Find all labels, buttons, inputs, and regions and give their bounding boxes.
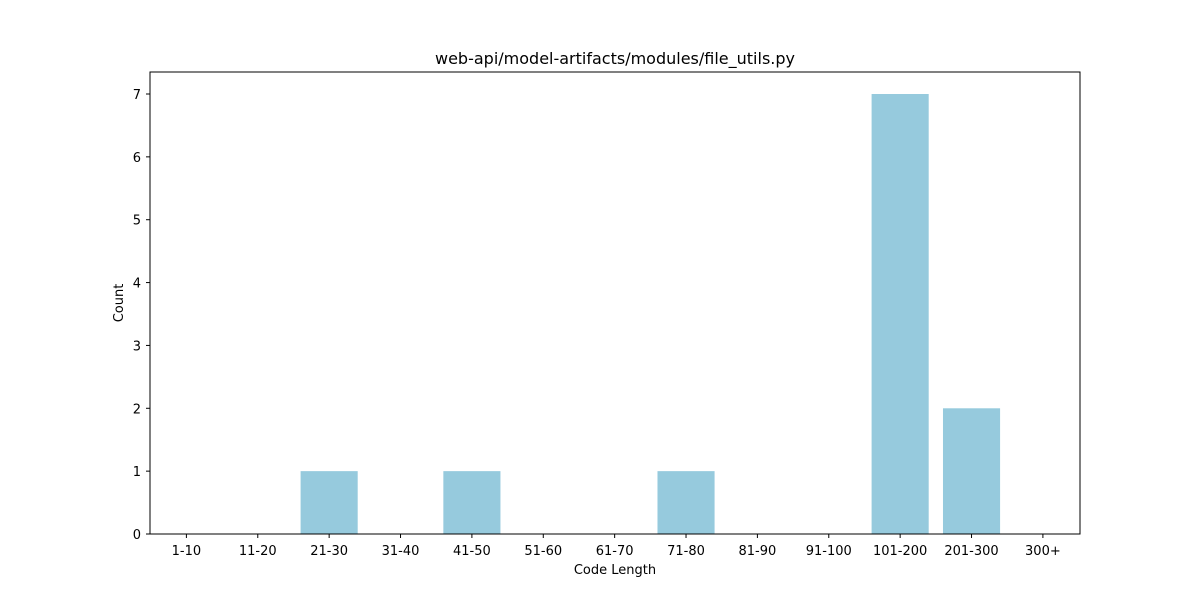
ticks-layer: 1-10 11-20 21-30 31-40 41-50 51-60 61-70 71-80 8…	[133, 88, 1061, 559]
y-tick-label: 1	[133, 465, 141, 480]
bar-41-50	[443, 471, 501, 534]
y-tick-label: 2	[133, 402, 141, 417]
plot-frame	[149, 71, 1081, 535]
x-tick-label: 51-60	[524, 544, 562, 559]
x-tick-label: 31-40	[382, 544, 420, 559]
y-tick-label: 5	[133, 214, 141, 229]
x-tick-label: 41-50	[453, 544, 491, 559]
y-tick-label: 4	[133, 277, 141, 292]
x-axis-label: Code Length	[574, 563, 656, 578]
x-tick-label: 11-20	[239, 544, 277, 559]
bar-201-300	[942, 408, 1001, 534]
bars-layer	[300, 94, 1001, 534]
x-tick-label: 81-90	[739, 544, 777, 559]
chart-title: web-api/model-artifacts/modules/file_uti…	[435, 49, 795, 69]
x-tick-label: 71-80	[667, 544, 705, 559]
x-tick-label: 300+	[1025, 544, 1061, 559]
y-axis-label: Count	[112, 284, 127, 323]
x-tick-label: 91-100	[806, 544, 852, 559]
bar-71-80	[657, 471, 715, 534]
bar-21-30	[300, 471, 358, 534]
y-tick-label: 3	[133, 339, 141, 354]
y-tick-label: 0	[133, 528, 141, 543]
y-tick-label: 7	[133, 88, 141, 103]
x-tick-label: 201-300	[944, 544, 998, 559]
x-tick-label: 61-70	[596, 544, 634, 559]
x-tick-label: 21-30	[310, 544, 348, 559]
bar-101-200	[871, 94, 929, 534]
x-tick-label: 1-10	[172, 544, 202, 559]
y-tick-label: 6	[133, 151, 141, 166]
x-tick-label: 101-200	[873, 544, 927, 559]
